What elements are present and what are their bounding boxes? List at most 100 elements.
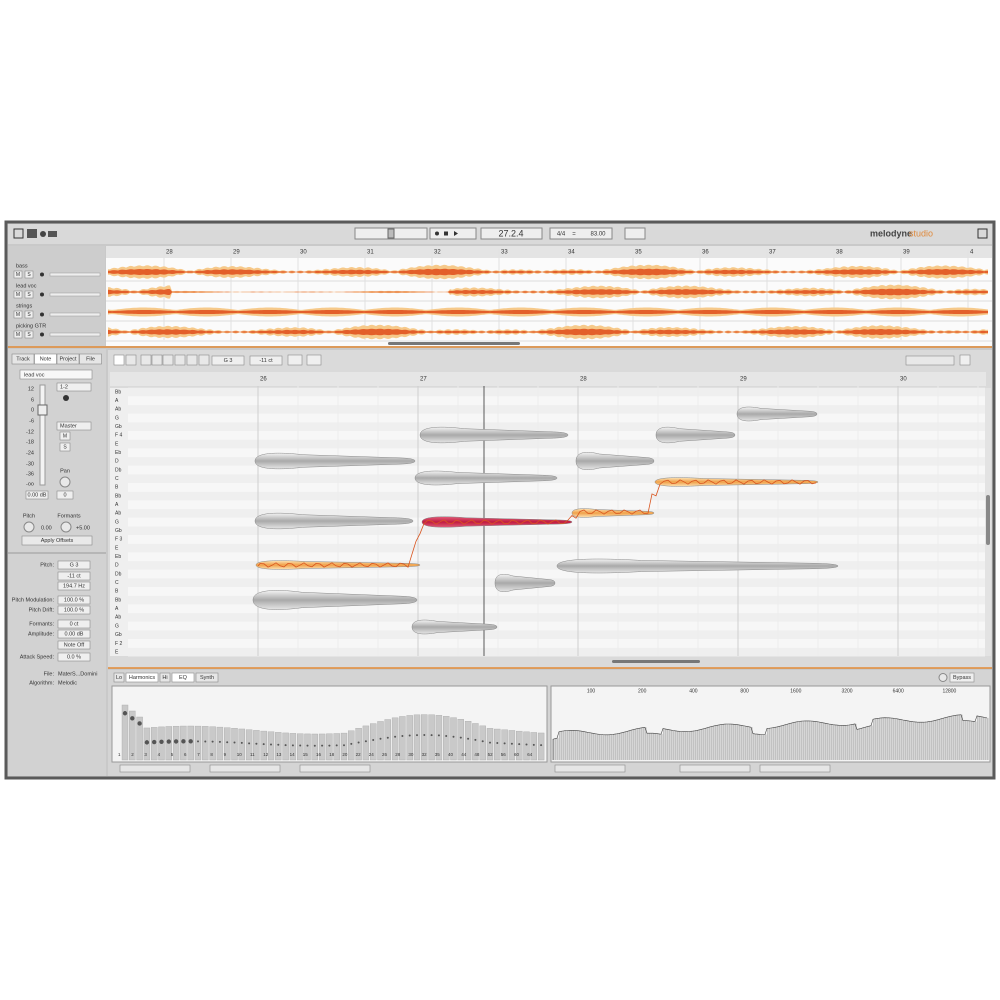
sound-tab[interactable]: [171, 672, 195, 683]
note-blob[interactable]: [655, 426, 736, 444]
edit-tool[interactable]: [113, 354, 125, 366]
pan-knob[interactable]: [59, 476, 71, 488]
snap-button[interactable]: [624, 227, 646, 240]
edit-tool[interactable]: [174, 354, 186, 366]
param-field[interactable]: [57, 581, 91, 591]
tool-button[interactable]: [40, 231, 46, 237]
transport[interactable]: [429, 227, 477, 240]
pan-field[interactable]: [56, 490, 74, 500]
spectrum-control[interactable]: [679, 764, 751, 773]
track-name-field[interactable]: [19, 369, 93, 380]
param-field[interactable]: [57, 605, 91, 615]
note-blob[interactable]: [736, 406, 818, 422]
param-field[interactable]: [57, 619, 91, 629]
note-blob[interactable]: [254, 512, 414, 530]
track-slider[interactable]: [49, 332, 101, 337]
stop-button[interactable]: [444, 231, 448, 236]
record-button[interactable]: [40, 292, 44, 297]
apply-button[interactable]: [21, 535, 93, 546]
record-button[interactable]: [40, 332, 44, 337]
sound-tab[interactable]: [113, 672, 125, 683]
note-blob[interactable]: [252, 590, 418, 610]
track-slider[interactable]: [49, 312, 101, 317]
inspector-tab[interactable]: [11, 353, 35, 365]
panel-toggle[interactable]: [977, 228, 988, 239]
level-button[interactable]: [48, 231, 57, 237]
zoom-control[interactable]: [905, 355, 955, 366]
edit-tool[interactable]: [140, 354, 152, 366]
note-blob[interactable]: [411, 619, 498, 635]
record-button[interactable]: [40, 312, 44, 317]
inspector-tab[interactable]: [34, 353, 57, 365]
note-blob-active[interactable]: [654, 477, 819, 487]
note-blob[interactable]: [575, 452, 655, 470]
mute-button[interactable]: [13, 270, 23, 279]
view-toggle[interactable]: [959, 354, 971, 366]
edit-tool[interactable]: [186, 354, 198, 366]
horizontal-scroll-thumb[interactable]: [612, 660, 700, 663]
volume-field[interactable]: [25, 490, 49, 500]
sound-tab[interactable]: [195, 672, 219, 683]
formants-knob[interactable]: [60, 521, 72, 533]
volume-fader-knob[interactable]: [37, 404, 48, 416]
position-field[interactable]: [480, 227, 543, 240]
layout-button[interactable]: [13, 228, 24, 239]
edit-tool[interactable]: [151, 354, 163, 366]
bus-select[interactable]: [56, 421, 92, 431]
edit-tool[interactable]: [162, 354, 174, 366]
solo-button[interactable]: [24, 330, 34, 339]
solo-button[interactable]: [24, 270, 34, 279]
spectrum-control[interactable]: [759, 764, 831, 773]
track-slider[interactable]: [49, 272, 101, 277]
param-field[interactable]: [57, 652, 91, 662]
inspector-tab[interactable]: [56, 353, 80, 365]
record-button[interactable]: [40, 272, 44, 277]
param-field[interactable]: [57, 595, 91, 605]
grid-tool[interactable]: [306, 354, 322, 366]
note-blob-active[interactable]: [571, 508, 655, 518]
tempo-field[interactable]: [549, 227, 613, 240]
bypass-knob[interactable]: [938, 673, 948, 682]
spectrum-control[interactable]: [119, 764, 191, 773]
solo-button[interactable]: [24, 290, 34, 299]
edit-tool[interactable]: [125, 354, 137, 366]
note-blob[interactable]: [556, 558, 839, 574]
record-enable[interactable]: [63, 395, 69, 401]
note-blob[interactable]: [494, 574, 556, 592]
cents-field[interactable]: [249, 355, 283, 366]
bypass-button[interactable]: [949, 672, 975, 683]
param-field[interactable]: [57, 560, 91, 570]
tracks-button[interactable]: [27, 229, 37, 238]
record-button[interactable]: [435, 231, 439, 236]
note-blob-selected[interactable]: [421, 516, 573, 528]
note-blob[interactable]: [414, 470, 558, 486]
note-blob[interactable]: [254, 452, 416, 470]
spectrum-control[interactable]: [299, 764, 371, 773]
mute-button[interactable]: [13, 330, 23, 339]
edit-tool[interactable]: [198, 354, 210, 366]
param-field[interactable]: [57, 640, 91, 650]
spectrum-control[interactable]: [209, 764, 281, 773]
sound-tab[interactable]: [159, 672, 171, 683]
solo-button[interactable]: [24, 310, 34, 319]
solo-button[interactable]: [59, 442, 71, 452]
slider-knob[interactable]: [387, 228, 395, 239]
inspector-tab[interactable]: [79, 353, 102, 365]
pitch-knob[interactable]: [23, 521, 35, 533]
note-blob-active[interactable]: [255, 560, 421, 570]
sound-tab[interactable]: [125, 672, 159, 683]
spectrum-control[interactable]: [554, 764, 626, 773]
play-button[interactable]: [454, 231, 458, 236]
mute-button[interactable]: [13, 310, 23, 319]
snap-tool[interactable]: [287, 354, 303, 366]
overview-scrollbar[interactable]: [388, 342, 520, 345]
track-slider[interactable]: [49, 292, 101, 297]
mute-button[interactable]: [13, 290, 23, 299]
param-field[interactable]: [57, 571, 91, 581]
mute-button[interactable]: [59, 431, 71, 441]
param-field[interactable]: [57, 629, 91, 639]
note-blob[interactable]: [419, 426, 569, 444]
pitch-field[interactable]: [211, 355, 245, 366]
output-select[interactable]: [56, 382, 92, 392]
vertical-scroll-thumb[interactable]: [986, 495, 990, 545]
